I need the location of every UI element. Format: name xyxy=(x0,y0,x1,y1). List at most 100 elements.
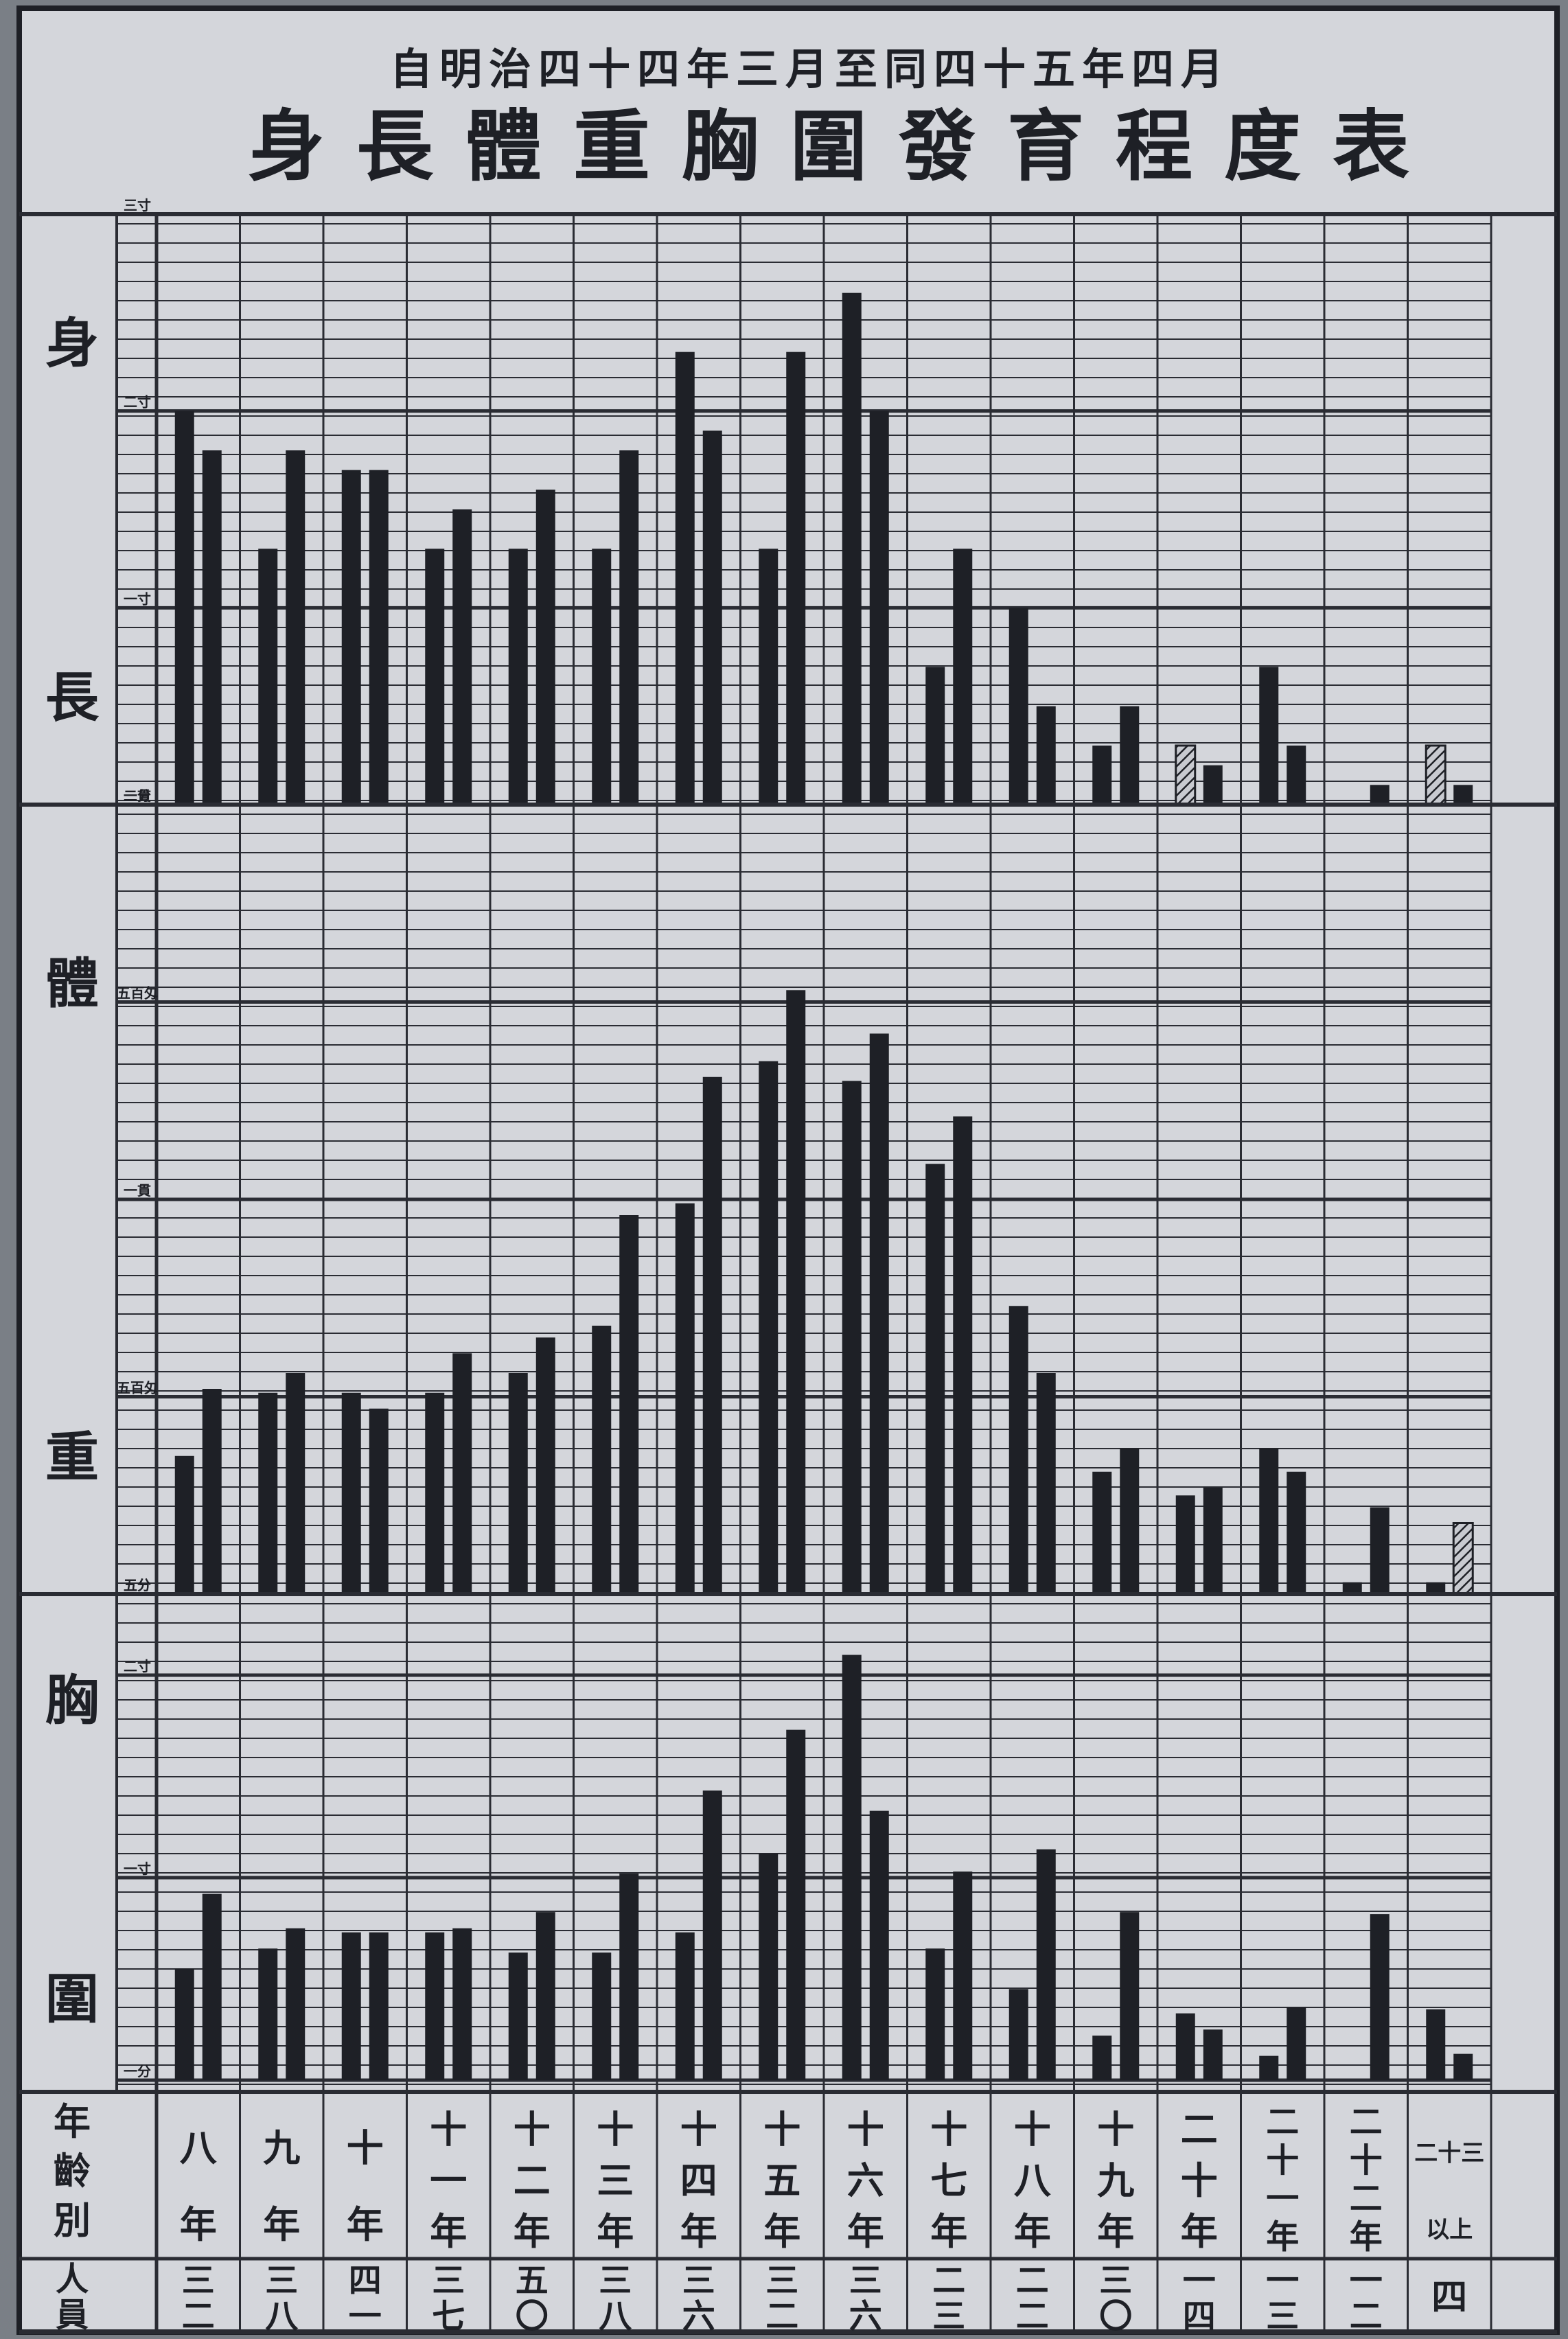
panel-label: 胸 xyxy=(45,1669,99,1731)
count-label: 五 xyxy=(516,2261,549,2300)
bar xyxy=(1452,1522,1474,1595)
category-label: 一 xyxy=(430,2158,467,2202)
bar xyxy=(1342,1582,1362,1594)
bar xyxy=(1092,2036,1112,2080)
bar xyxy=(953,549,973,805)
panel-label: 身 xyxy=(45,312,99,375)
category-label: 十 xyxy=(1181,2158,1218,2202)
bar xyxy=(286,1928,305,2080)
category-label: 以上 xyxy=(1426,2216,1473,2244)
count-label: 三 xyxy=(265,2261,298,2300)
count-label: 二 xyxy=(1016,2297,1049,2336)
tick-label: 三寸 xyxy=(124,197,151,214)
bar xyxy=(341,470,361,805)
count-label: 三 xyxy=(1099,2261,1132,2300)
tick-label: 二貫 xyxy=(124,787,151,804)
category-label: 十 xyxy=(1097,2108,1134,2152)
bar xyxy=(1120,706,1140,805)
category-label: 一 xyxy=(1266,2180,1299,2218)
count-label: 〇 xyxy=(1099,2297,1132,2336)
bar xyxy=(759,549,779,805)
bar xyxy=(675,1932,695,2080)
tick-label: 一分 xyxy=(124,2063,151,2079)
row-label-count: 人 xyxy=(56,2260,89,2298)
bar-marks xyxy=(174,292,1474,2080)
bar xyxy=(1203,2029,1223,2080)
category-label: 十 xyxy=(930,2108,967,2152)
bar xyxy=(1453,2053,1473,2080)
tick-label: 五百匁 xyxy=(117,985,159,1002)
bar xyxy=(425,1392,445,1594)
count-label: 六 xyxy=(682,2297,715,2336)
bar xyxy=(174,1968,194,2080)
category-label: 十 xyxy=(1014,2108,1051,2152)
count-label: 四 xyxy=(349,2261,382,2300)
category-label: 十 xyxy=(1350,2141,1383,2180)
bar xyxy=(1120,1912,1140,2080)
bar xyxy=(1092,1471,1112,1594)
count-label: 三 xyxy=(932,2297,965,2336)
bar xyxy=(925,1948,945,2080)
category-label: 三 xyxy=(597,2158,634,2202)
bar xyxy=(842,1655,862,2080)
tick-label: 五百匁 xyxy=(117,1380,159,1396)
bar xyxy=(592,549,612,805)
bar xyxy=(1175,744,1197,806)
count-label: 二 xyxy=(1016,2261,1049,2300)
panel-label: 長 xyxy=(45,667,100,729)
bar xyxy=(1036,1849,1056,2080)
tick-label: 一貫 xyxy=(124,1182,151,1199)
bar xyxy=(452,1353,472,1594)
count-label: 二 xyxy=(765,2297,798,2336)
category-label: 年 xyxy=(430,2209,467,2253)
category-label: 九 xyxy=(263,2125,300,2169)
bar xyxy=(786,990,806,1594)
category-label: 十 xyxy=(847,2108,884,2152)
count-label: 三 xyxy=(1266,2297,1299,2336)
category-label: 二 xyxy=(1181,2108,1218,2152)
bar xyxy=(759,1853,779,2080)
bar xyxy=(452,509,472,805)
category-label: 年 xyxy=(930,2209,967,2253)
category-label: 年 xyxy=(1181,2209,1218,2253)
bar xyxy=(1203,765,1223,805)
bar xyxy=(202,450,222,805)
bar xyxy=(369,1408,389,1594)
bar xyxy=(508,549,528,805)
bar xyxy=(425,549,445,805)
tick-label: 五分 xyxy=(124,1577,151,1593)
category-label: 九 xyxy=(1097,2158,1134,2202)
row-label-age: 別 xyxy=(54,2198,91,2242)
bar xyxy=(535,1912,555,2080)
bar xyxy=(174,1455,194,1594)
count-label: 三 xyxy=(182,2261,215,2300)
count-label: 三 xyxy=(599,2261,632,2300)
chart-subtitle: 自明治四十四年三月至同四十五年四月 xyxy=(390,44,1230,94)
bar xyxy=(1370,1914,1390,2080)
count-label: 二 xyxy=(932,2261,965,2300)
count-label: 三 xyxy=(432,2261,465,2300)
bar xyxy=(452,1928,472,2080)
category-label: 四 xyxy=(680,2158,717,2202)
bar xyxy=(842,292,862,805)
bar xyxy=(286,1373,305,1594)
category-label: 二 xyxy=(1350,2180,1383,2218)
category-label: 八 xyxy=(1014,2158,1052,2202)
bar xyxy=(258,1392,278,1594)
bar xyxy=(425,1932,445,2080)
count-label: 六 xyxy=(849,2297,882,2336)
table-frame xyxy=(19,212,1557,2334)
chart-title: 身長體重胸圍發育程度表 xyxy=(248,102,1441,192)
row-label-age: 齡 xyxy=(54,2149,91,2193)
bar xyxy=(869,1033,889,1594)
bar xyxy=(925,667,945,805)
bar xyxy=(1370,1507,1390,1594)
count-label: 三 xyxy=(682,2261,715,2300)
bar xyxy=(1426,2009,1446,2080)
count-label: 三 xyxy=(849,2261,882,2300)
bar xyxy=(702,430,722,805)
category-label: 年 xyxy=(180,2202,217,2246)
bar xyxy=(1370,785,1390,805)
bar xyxy=(619,1874,639,2080)
